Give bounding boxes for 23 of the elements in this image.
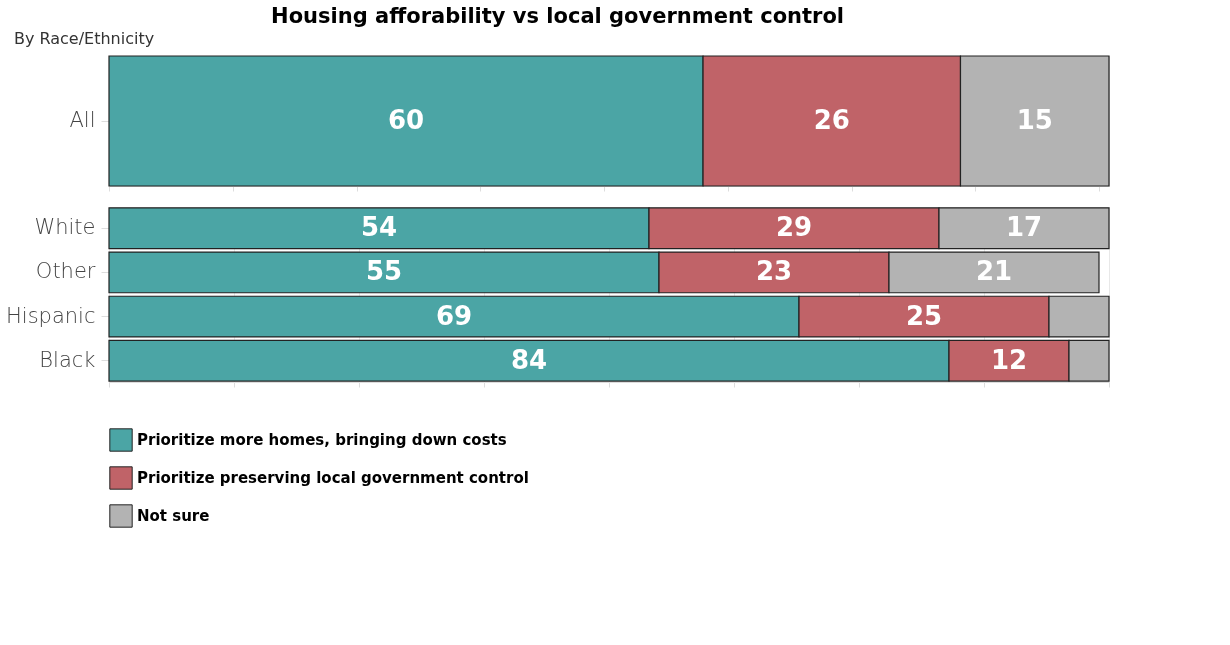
data-label: 17 bbox=[1005, 212, 1043, 243]
data-label: 55 bbox=[365, 256, 403, 287]
chart-subtitle: By Race/Ethnicity bbox=[13, 29, 155, 49]
data-label: 25 bbox=[905, 300, 943, 331]
data-label: 69 bbox=[435, 300, 473, 331]
legend-label: Prioritize preserving local government control bbox=[137, 469, 529, 487]
data-label: 60 bbox=[387, 105, 425, 135]
chart-title: Housing afforability vs local government control bbox=[271, 3, 845, 28]
data-label: 26 bbox=[813, 105, 850, 135]
y-tick-label: Hispanic bbox=[6, 303, 96, 328]
y-tick-label: White bbox=[34, 215, 96, 240]
y-tick-label: All bbox=[69, 108, 96, 132]
data-label: 23 bbox=[755, 256, 793, 287]
data-label: 21 bbox=[975, 256, 1013, 287]
data-label: 12 bbox=[990, 344, 1028, 375]
data-label: 29 bbox=[775, 212, 813, 243]
data-label: 54 bbox=[360, 212, 398, 243]
y-tick-label: Black bbox=[39, 347, 96, 372]
data-label: 15 bbox=[1016, 105, 1053, 135]
data-label: 84 bbox=[510, 344, 548, 375]
legend-label: Not sure bbox=[137, 507, 210, 525]
y-tick-label: Other bbox=[35, 259, 96, 284]
legend-label: Prioritize more homes, bringing down costs bbox=[137, 431, 507, 449]
